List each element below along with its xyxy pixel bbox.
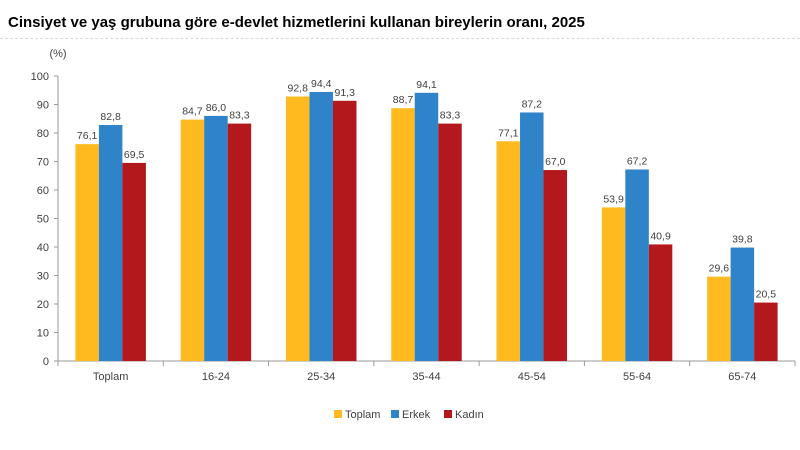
data-label: 94,1 [416,79,437,91]
x-tick-label: 45-54 [518,371,546,383]
bar-kadın [122,162,146,361]
bar-kadın [332,100,357,362]
y-tick-label: 50 [37,214,49,226]
bar-kadın [754,302,778,361]
data-label: 53,9 [603,193,624,205]
bar-erkek [309,91,333,362]
y-tick-label: 60 [37,185,49,197]
bar-toplam [496,141,521,361]
data-label: 83,3 [440,110,461,122]
bar-kadın [648,244,673,361]
x-tick-label: 16-24 [202,371,230,383]
x-tick-label: 65-74 [728,371,756,383]
y-tick-label: 10 [37,328,49,340]
data-label: 92,8 [287,83,308,95]
bar-toplam [601,207,626,361]
data-label: 91,3 [334,87,355,99]
bar-erkek [520,112,544,361]
data-label: 67,2 [627,155,648,167]
x-tick-label: Toplam [93,371,128,383]
bar-erkek [625,169,649,361]
data-label: 88,7 [393,94,414,106]
data-label: 69,5 [124,149,145,161]
data-label: 84,7 [182,106,203,118]
data-label: 40,9 [650,230,671,242]
y-tick-label: 0 [43,356,49,368]
data-label: 77,1 [498,127,519,139]
bar-toplam [180,119,205,361]
x-tick-label: 35-44 [412,371,440,383]
data-label: 76,1 [77,130,98,142]
bar-erkek [414,92,439,361]
bar-erkek [730,247,755,361]
legend-swatch-kadın [444,410,452,418]
legend-label-kadın: Kadın [455,409,484,421]
y-unit-label: (%) [49,48,66,60]
x-tick-label: 25-34 [307,371,335,383]
bar-toplam [707,276,731,361]
bar-toplam [391,108,415,361]
y-tick-label: 70 [37,157,49,169]
bar-erkek [204,115,228,362]
title-divider [0,38,800,39]
bar-kadın [227,123,252,361]
data-label: 82,8 [100,111,121,123]
y-tick-label: 40 [37,242,49,254]
bar-toplam [285,96,310,362]
x-tick-label: 55-64 [623,371,651,383]
legend-label-toplam: Toplam [345,409,380,421]
data-label: 67,0 [545,156,566,168]
y-tick-label: 100 [31,71,49,83]
data-label: 29,6 [709,263,730,275]
y-tick-label: 90 [37,100,49,112]
data-label: 94,4 [311,78,332,90]
data-label: 83,3 [229,110,250,122]
y-tick-label: 30 [37,271,49,283]
data-label: 39,8 [732,234,753,246]
data-label: 20,5 [756,289,777,301]
y-tick-label: 80 [37,128,49,140]
y-tick-label: 20 [37,299,49,311]
bar-erkek [98,125,123,362]
bar-kadın [543,170,568,361]
legend-swatch-toplam [334,410,342,418]
data-label: 86,0 [206,102,227,114]
data-label: 87,2 [522,98,543,110]
chart-title: Cinsiyet ve yaş grubuna göre e-devlet hi… [8,14,585,31]
legend-label-erkek: Erkek [402,409,431,421]
bar-toplam [75,144,99,361]
bar-kadın [438,123,462,361]
legend-swatch-erkek [391,410,399,418]
